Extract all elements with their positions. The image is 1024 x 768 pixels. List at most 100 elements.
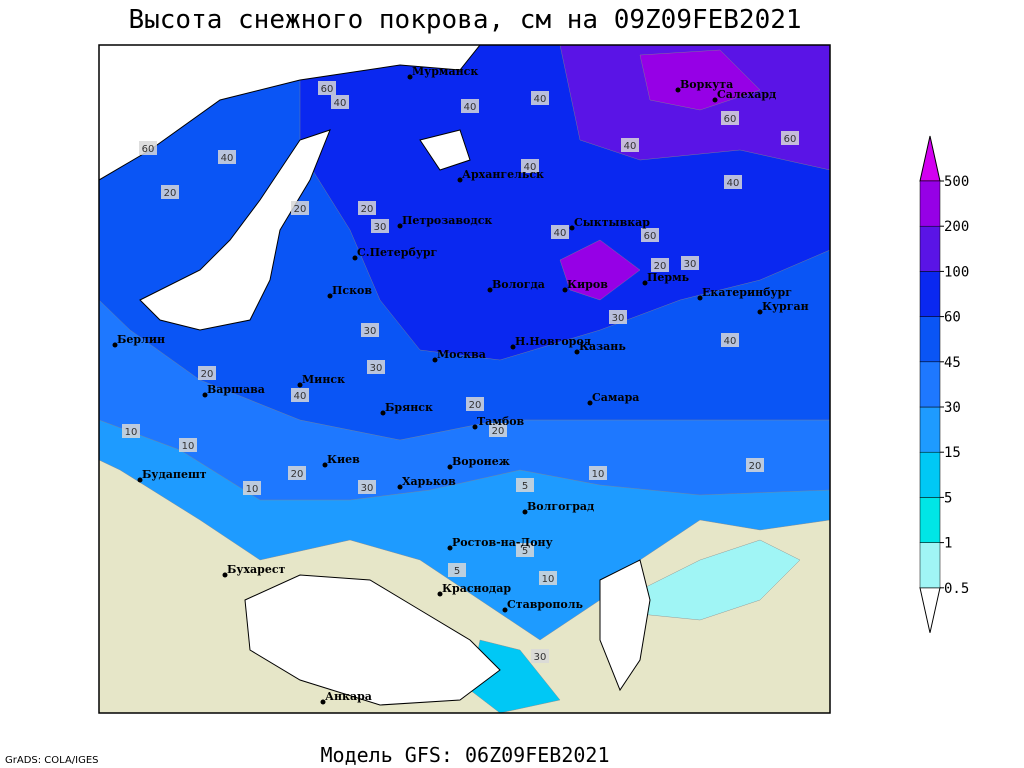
legend-label: 60 (944, 310, 961, 326)
contour-label-box (489, 423, 507, 437)
city-name: Анкара (325, 690, 372, 703)
city-dot (202, 392, 208, 398)
city-name: С.Петербург (357, 246, 438, 259)
city-dot (322, 462, 328, 468)
contour-label: 5 (522, 546, 528, 557)
city-name: Минск (302, 373, 345, 386)
city-dot (222, 572, 228, 578)
city-dot (297, 382, 303, 388)
city-dot (397, 484, 403, 490)
contour-label-box (367, 360, 385, 374)
legend-label: 30 (944, 400, 961, 416)
city-dot (137, 477, 143, 483)
contour-label-box (521, 159, 539, 173)
contour-label-box (461, 99, 479, 113)
contour-label: 20 (469, 400, 482, 411)
legend-band (919, 497, 941, 543)
contour-label: 40 (724, 336, 737, 347)
city-name: Ростов-на-Дону (452, 536, 553, 549)
contour-label-box (358, 480, 376, 494)
city-dot (502, 607, 508, 613)
city-dot (447, 545, 453, 551)
contour-label-box (724, 175, 742, 189)
contour-label-box (641, 228, 659, 242)
city-dot (697, 295, 703, 301)
contour-label: 40 (334, 98, 347, 109)
contour-label-box (288, 466, 306, 480)
city-name: Самара (592, 391, 639, 404)
city-name: Варшава (207, 383, 265, 396)
contour-label: 30 (612, 313, 625, 324)
city-dot (397, 223, 403, 229)
legend-label: 0.5 (944, 581, 969, 597)
contour-label-box (318, 81, 336, 95)
city-name: Харьков (402, 475, 456, 488)
contour-label: 10 (246, 484, 259, 495)
legend-band (919, 316, 941, 363)
legend-label: 45 (944, 355, 961, 371)
contour-label: 10 (182, 441, 195, 452)
city-name: Н.Новгород (515, 335, 591, 348)
city-dot (327, 293, 333, 299)
city-name: Тамбов (477, 415, 525, 428)
contour-label-box (621, 138, 639, 152)
contour-label-box (122, 424, 140, 438)
contour-label-box (291, 201, 309, 215)
city-name: Псков (332, 284, 372, 297)
city-name: Воркута (680, 78, 733, 91)
snow-region (639, 49, 761, 111)
legend-arrow-bottom (919, 587, 941, 633)
contour-label: 30 (370, 363, 383, 374)
water (244, 574, 501, 706)
contour-label: 20 (361, 204, 374, 215)
city-name: Салехард (717, 88, 776, 101)
contour-label: 30 (374, 222, 387, 233)
contour-label-box (721, 111, 739, 125)
city-dot (510, 344, 516, 350)
contour-label-box (531, 91, 549, 105)
contour-label-box (358, 201, 376, 215)
contour-label-box (243, 481, 261, 495)
contour-label-box (161, 185, 179, 199)
legend-arrow-top (919, 135, 941, 182)
city-name: Будапешт (142, 468, 207, 481)
contour-label-box (139, 141, 157, 155)
water (99, 45, 481, 181)
city-dot (472, 424, 478, 430)
legend-band (919, 271, 941, 317)
contour-label: 40 (624, 141, 637, 152)
city-name: Киев (327, 453, 360, 466)
city-name: Москва (437, 348, 486, 361)
contour-label: 10 (125, 427, 138, 438)
contour-label-box (179, 438, 197, 452)
contour-label: 20 (201, 369, 214, 380)
city-name: Вологда (492, 278, 545, 291)
city-dot (457, 177, 463, 183)
contour-label-box (516, 478, 534, 492)
contour-label: 20 (164, 188, 177, 199)
contour-label-box (781, 131, 799, 145)
contour-label: 40 (221, 153, 234, 164)
contour-label: 20 (492, 426, 505, 437)
legend-band (919, 180, 941, 227)
city-dot (569, 225, 575, 231)
contour-label-box (721, 333, 739, 347)
city-name: Ставрополь (507, 598, 584, 611)
legend-band (919, 451, 941, 498)
city-name: Пермь (647, 271, 690, 284)
contour-label: 30 (534, 652, 547, 663)
contour-label: 30 (361, 483, 374, 494)
city-name: Брянск (385, 401, 433, 414)
contour-label-box (609, 310, 627, 324)
contour-label: 40 (524, 162, 537, 173)
city-dot (712, 97, 718, 103)
legend-band (919, 361, 941, 408)
contour-label: 5 (454, 566, 460, 577)
contour-label: 30 (684, 259, 697, 270)
contour-label: 5 (522, 481, 528, 492)
legend-label: 200 (944, 219, 969, 235)
contour-label: 20 (291, 469, 304, 480)
contour-label: 10 (542, 574, 555, 585)
contour-label: 40 (727, 178, 740, 189)
